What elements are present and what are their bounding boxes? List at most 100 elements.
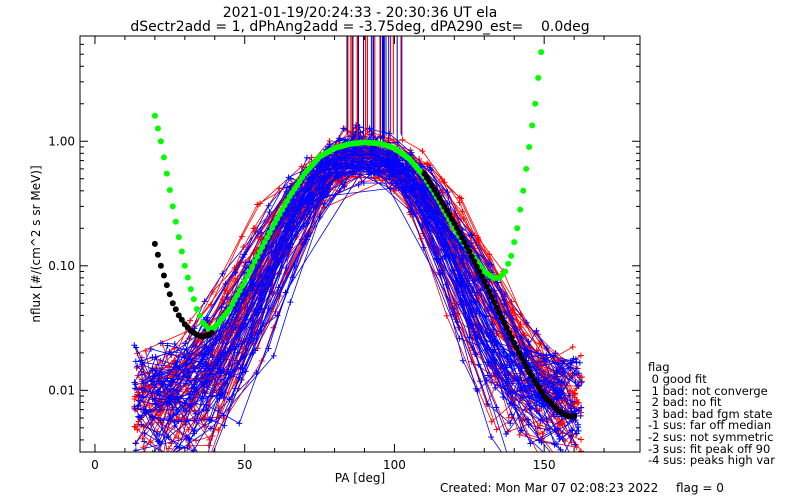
data-point <box>484 307 491 314</box>
fit-dot <box>256 248 263 255</box>
data-point <box>488 433 495 440</box>
fit-dot <box>208 329 215 336</box>
data-point <box>131 342 138 349</box>
data-point <box>474 234 481 241</box>
data-point <box>139 378 146 385</box>
data-point <box>215 407 222 414</box>
fit-dot <box>249 263 256 270</box>
series-line <box>136 130 546 390</box>
fit-dot <box>523 364 530 371</box>
data-point <box>137 406 144 413</box>
data-point <box>442 252 449 259</box>
fit-dot <box>172 218 179 225</box>
data-point <box>576 359 583 366</box>
data-point <box>553 441 560 448</box>
fit-dot <box>229 301 236 308</box>
data-point <box>305 174 312 181</box>
data-point <box>183 378 190 385</box>
fit-dot <box>274 215 281 222</box>
data-point <box>375 172 382 179</box>
data-point <box>574 382 581 389</box>
data-point <box>486 256 493 263</box>
data-point <box>449 311 456 318</box>
data-point <box>573 365 580 372</box>
fit-dot <box>520 187 527 194</box>
data-point <box>218 369 225 376</box>
data-point <box>200 395 207 402</box>
x-tick-label: 50 <box>237 458 252 472</box>
data-point <box>467 306 474 313</box>
fit-dot <box>154 251 161 258</box>
chart-title-line1: 2021-01-19/20:24:33 - 20:30:36 UT ela <box>222 5 498 21</box>
data-point <box>544 426 551 433</box>
data-point <box>284 220 291 227</box>
fit-dot <box>178 248 185 255</box>
series-line <box>141 165 583 400</box>
data-point <box>575 407 582 414</box>
data-point <box>258 305 265 312</box>
chart-title-line2: dSectr2add = 1, dPhAng2add = -3.75deg, d… <box>130 19 590 35</box>
fit-dot <box>166 187 173 193</box>
data-point <box>471 351 478 358</box>
fit-dot <box>259 243 266 250</box>
data-point <box>220 394 227 401</box>
fit-dot <box>532 100 539 107</box>
data-point <box>425 161 432 168</box>
data-point <box>369 145 376 152</box>
data-point <box>557 460 563 466</box>
data-point <box>444 200 451 207</box>
fit-dot <box>281 202 288 209</box>
data-point <box>440 246 447 253</box>
data-point <box>186 436 193 443</box>
data-point <box>265 305 272 312</box>
fit-dot <box>463 243 470 250</box>
fit-dot <box>160 272 167 279</box>
data-point <box>157 340 164 347</box>
data-point <box>351 169 358 176</box>
data-point <box>181 353 188 360</box>
data-point <box>207 457 213 463</box>
flag-legend-item: 1 bad: not converge <box>648 383 768 398</box>
data-point <box>283 264 290 271</box>
data-point <box>220 415 227 422</box>
data-point <box>151 381 158 388</box>
data-point <box>147 439 154 446</box>
data-point <box>501 297 508 304</box>
data-point <box>321 190 328 197</box>
data-point <box>543 352 550 359</box>
data-point <box>158 462 164 468</box>
data-point <box>304 199 311 206</box>
created-timestamp: Created: Mon Mar 07 02:08:23 2022 <box>440 481 659 495</box>
data-point <box>182 340 189 347</box>
data-point <box>265 345 272 352</box>
data-point <box>216 336 223 343</box>
data-point <box>439 255 446 262</box>
fit-dot <box>190 296 197 303</box>
data-point <box>303 154 310 161</box>
data-point <box>535 391 542 398</box>
data-point <box>517 395 524 402</box>
data-point <box>171 340 178 347</box>
fit-dot <box>491 299 498 306</box>
data-point <box>550 352 557 359</box>
data-point <box>201 389 208 396</box>
fit-dot <box>511 340 518 346</box>
data-point <box>132 440 139 447</box>
fit-dot <box>496 309 503 316</box>
data-point <box>525 421 532 428</box>
data-point <box>527 405 534 412</box>
data-point <box>505 414 512 421</box>
plot-frame <box>79 35 641 453</box>
fit-dot <box>453 224 460 231</box>
series-line <box>143 162 521 386</box>
fit-dot <box>493 304 500 311</box>
data-point <box>183 433 190 440</box>
data-point <box>522 462 528 468</box>
data-point <box>217 376 224 383</box>
data-point <box>134 403 141 410</box>
flag-legend-item: -2 sus: not symmetric <box>648 430 774 444</box>
fit-dot <box>488 294 495 301</box>
data-point <box>185 426 192 433</box>
data-point <box>266 209 273 216</box>
flag-legend-item: -1 sus: far off median <box>648 418 772 433</box>
